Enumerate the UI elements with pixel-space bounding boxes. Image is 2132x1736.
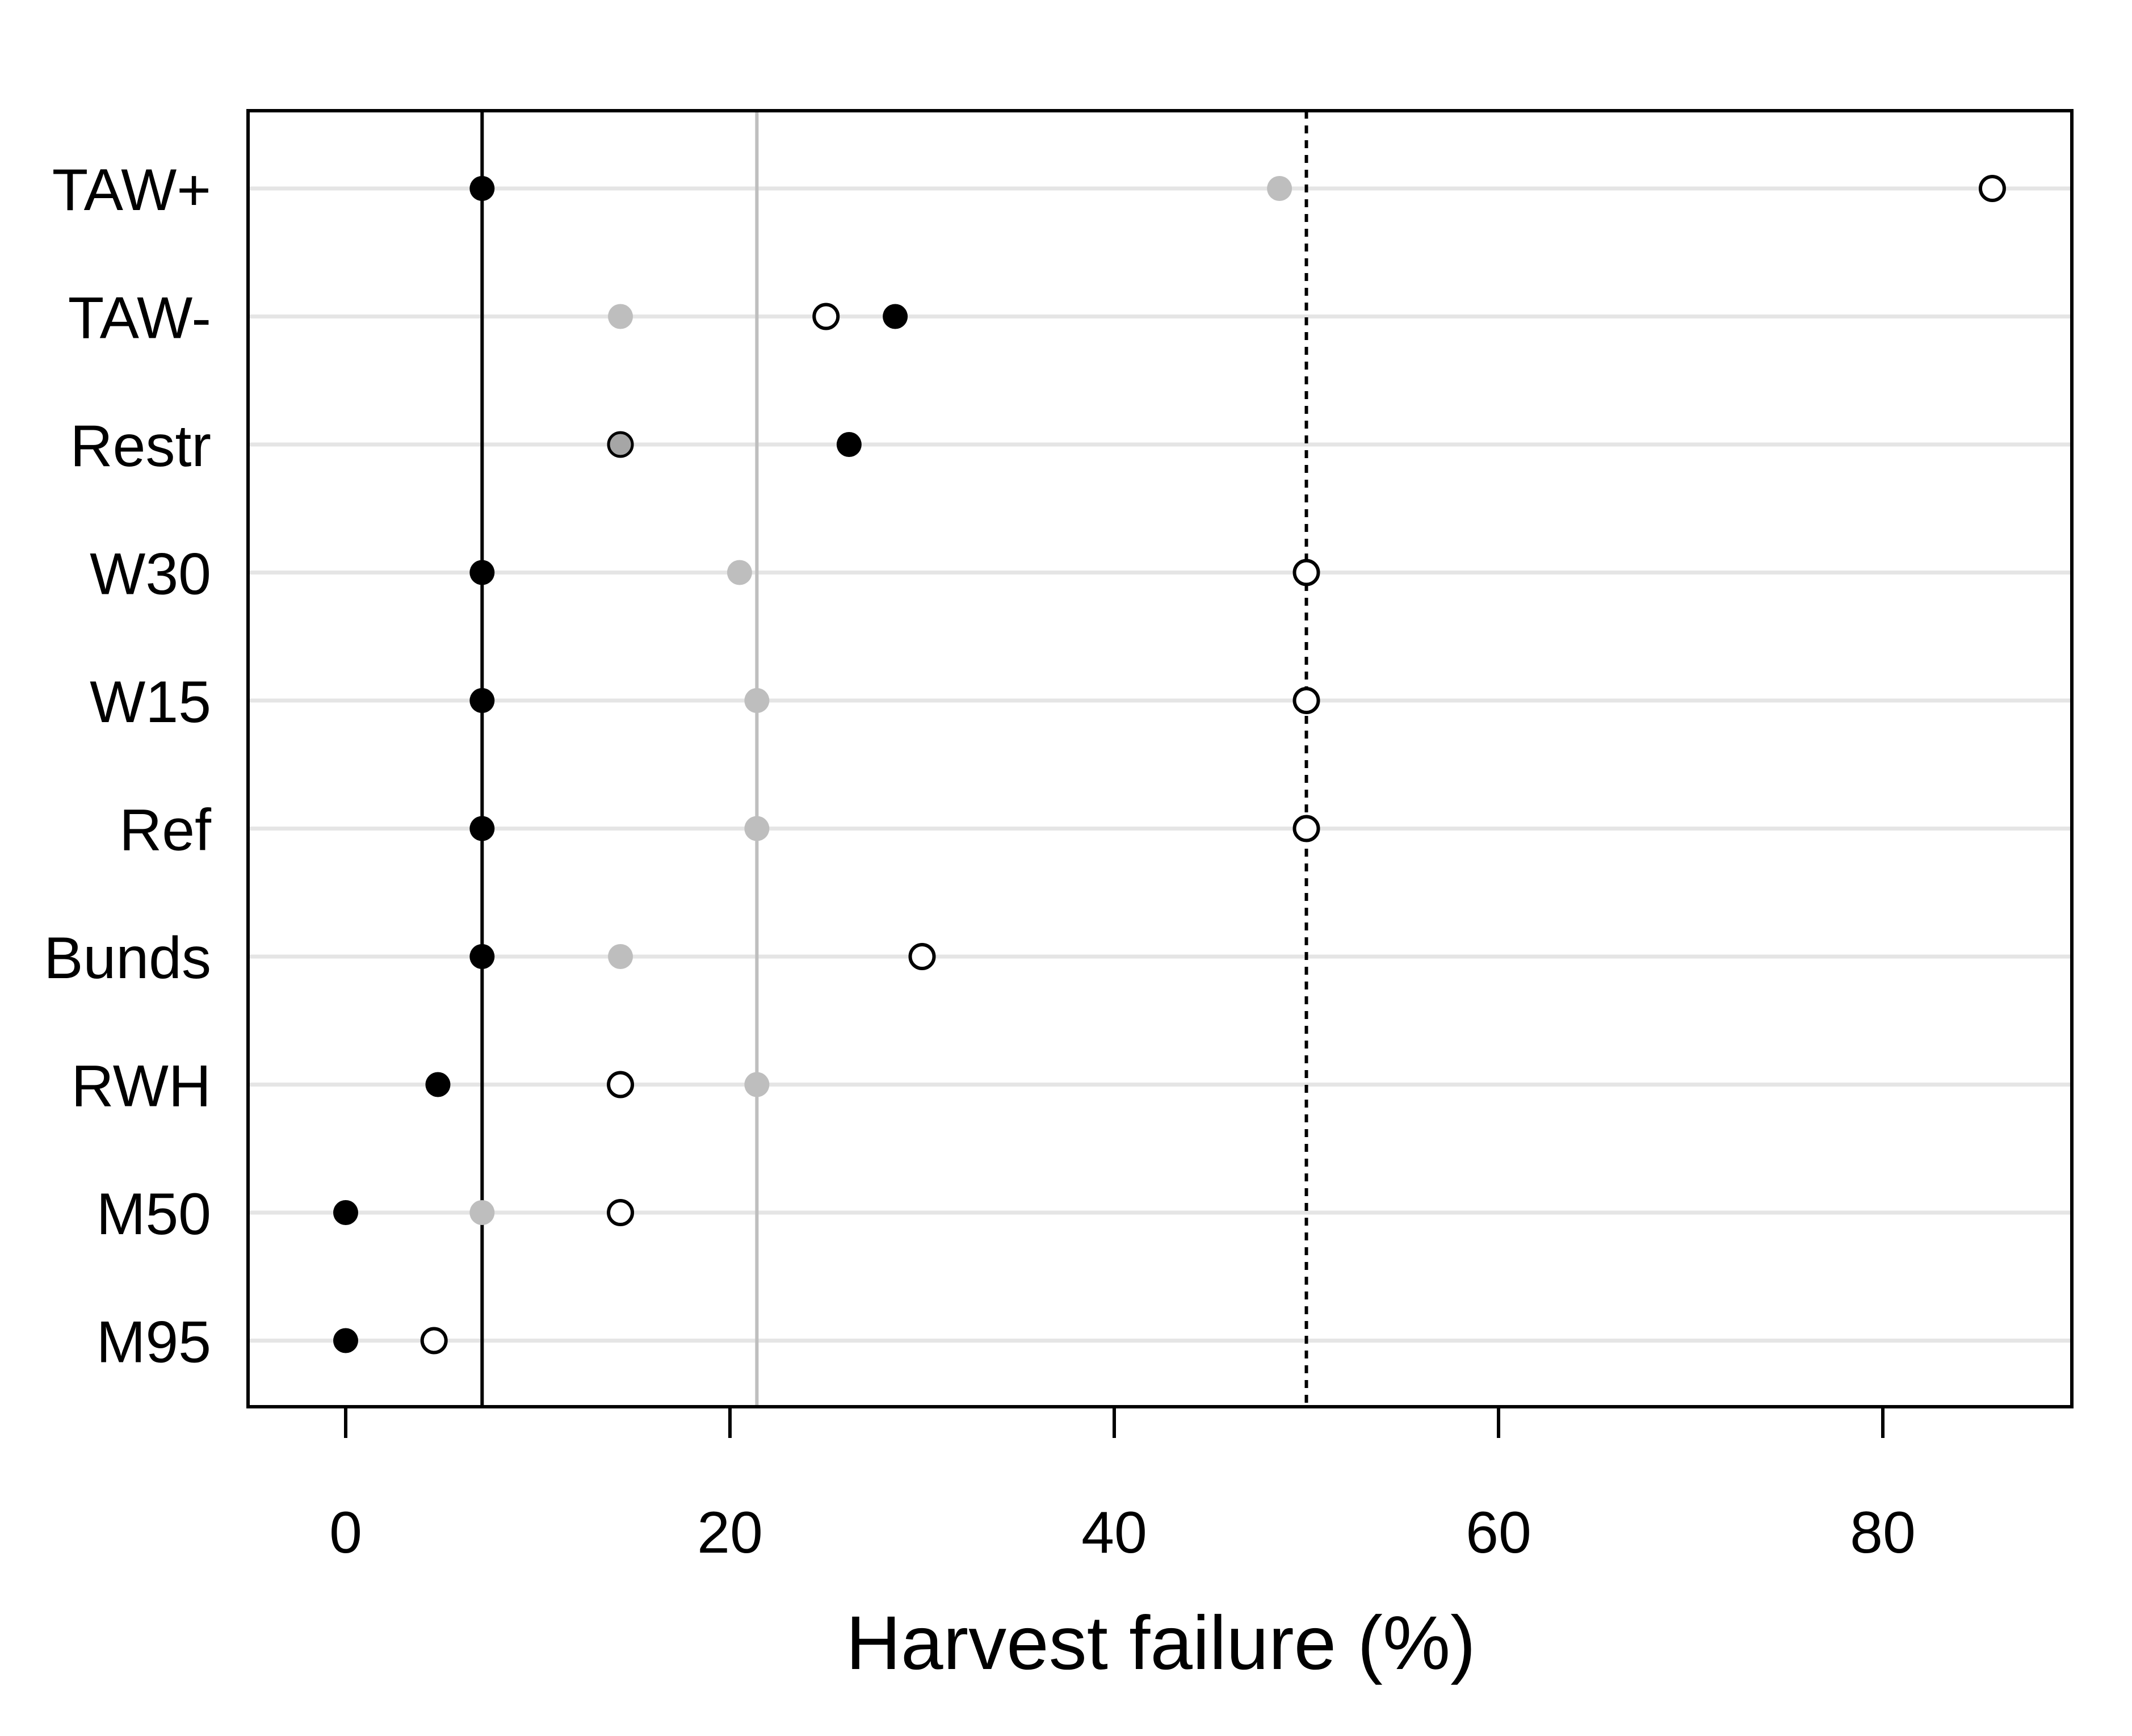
x-tick-label: 60 (1466, 1500, 1531, 1566)
grid-lines (248, 186, 2072, 1343)
data-point (469, 176, 495, 201)
data-point (469, 1200, 495, 1225)
data-point (883, 304, 908, 329)
data-point (469, 944, 495, 969)
data-point (420, 1327, 448, 1355)
data-point (727, 560, 752, 585)
plot-frame (246, 109, 2074, 1408)
x-axis-ticks (344, 1407, 1885, 1438)
category-label: M95 (96, 1310, 211, 1376)
data-point (744, 1072, 770, 1097)
data-point-overlap (607, 431, 634, 458)
data-point (1978, 175, 2006, 202)
category-label: RWH (72, 1054, 212, 1119)
data-point (607, 1071, 635, 1098)
data-point (469, 560, 495, 585)
x-tick-label: 0 (329, 1500, 362, 1566)
x-axis-title: Harvest failure (%) (846, 1601, 1476, 1685)
category-label: M50 (96, 1181, 211, 1247)
reference-lines (480, 111, 1308, 1407)
data-point (608, 944, 633, 969)
data-point (836, 432, 862, 457)
data-point (812, 303, 840, 330)
data-points (333, 175, 2006, 1355)
data-point (333, 1200, 358, 1225)
data-point (744, 816, 770, 841)
category-label: W15 (90, 669, 211, 735)
data-point (425, 1072, 451, 1097)
data-point (1267, 176, 1292, 201)
data-point (608, 304, 633, 329)
data-point (607, 1199, 635, 1226)
data-point (1292, 815, 1320, 842)
category-label: Restr (70, 413, 211, 479)
data-point (1292, 687, 1320, 714)
data-point (469, 816, 495, 841)
category-label: Bunds (44, 925, 211, 991)
x-tick-label: 20 (697, 1500, 763, 1566)
data-point (469, 688, 495, 713)
x-axis-tick-labels: 0 20 40 60 80 (329, 1500, 1916, 1566)
category-label: TAW+ (52, 157, 211, 223)
data-point (744, 688, 770, 713)
category-label: Ref (119, 798, 212, 863)
data-point (908, 943, 936, 970)
category-label: TAW- (68, 286, 211, 351)
x-tick-label: 40 (1081, 1500, 1147, 1566)
y-axis-category-labels: TAW+ TAW- Restr W30 W15 Ref Bunds RWH M50 M95 (44, 157, 212, 1376)
x-tick-label: 80 (1850, 1500, 1916, 1566)
data-point (1292, 559, 1320, 586)
data-point (333, 1328, 358, 1353)
category-label: W30 (90, 542, 211, 607)
